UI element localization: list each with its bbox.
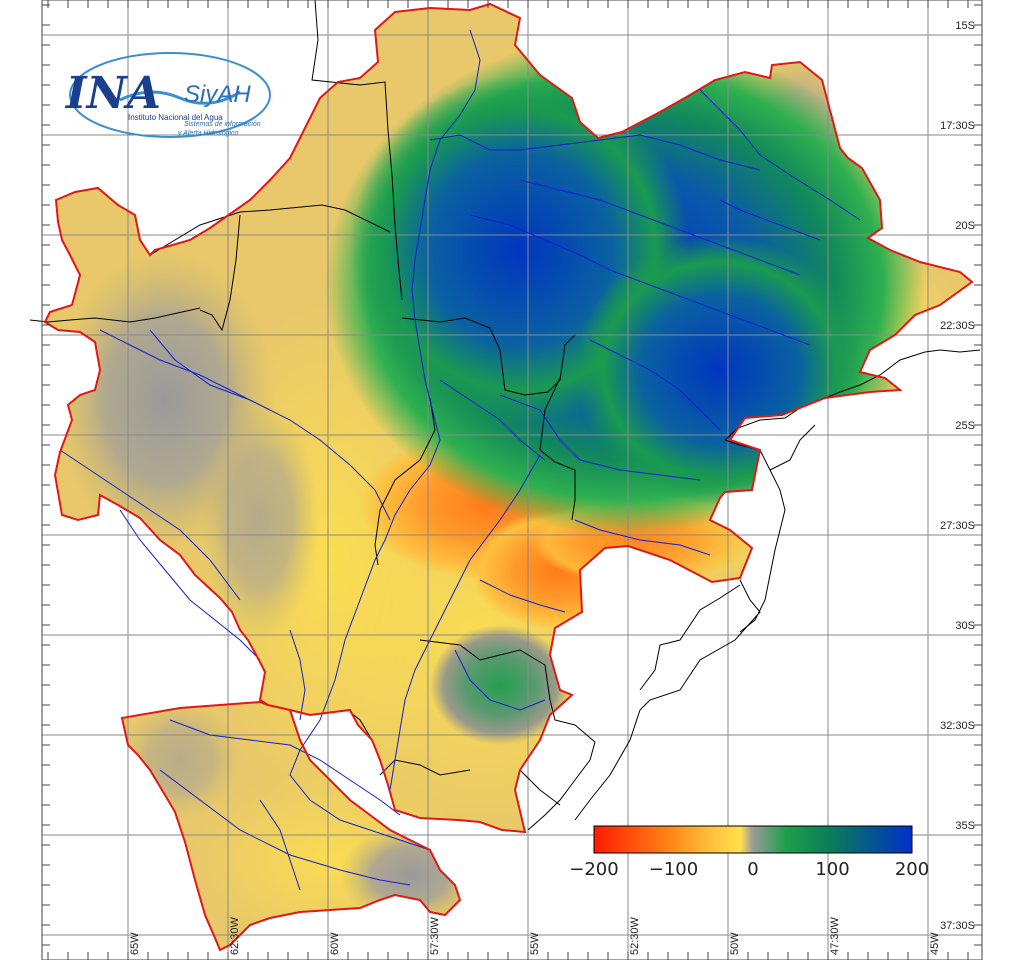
- lon-label: 47:30W: [829, 916, 841, 955]
- lat-label: 27:30S: [940, 520, 975, 532]
- colorbar-labels: −200 −100 0 100 200: [569, 859, 929, 880]
- lat-label: 35S: [955, 820, 975, 832]
- colorbar-tick-label: −200: [569, 859, 618, 880]
- lon-label: 65W: [129, 932, 141, 955]
- map-frame: [41, 0, 983, 960]
- colorbar: −200 −100 0 100 200: [569, 825, 929, 880]
- lat-label: 17:30S: [940, 120, 975, 132]
- lat-label: 20S: [955, 220, 975, 232]
- lat-label: 32:30S: [940, 720, 975, 732]
- logo-tagline-2: y Alerta Hidrológico: [177, 130, 239, 137]
- lon-label: 60W: [329, 932, 341, 955]
- lon-label: 52:30W: [629, 916, 641, 955]
- ina-siyah-logo: INA SiyAH Instituto Nacional del Agua Si…: [64, 52, 271, 138]
- colorbar-tick-label: 100: [815, 859, 849, 880]
- logo-tagline-1: Sistemas de información: [184, 121, 261, 128]
- logo-swoosh: [69, 52, 271, 138]
- lon-label: 57:30W: [429, 916, 441, 955]
- lat-label: 22:30S: [940, 320, 975, 332]
- colorbar-gradient: [593, 825, 913, 854]
- colorbar-tick-label: 0: [747, 859, 758, 880]
- logo-institute-text: Instituto Nacional del Agua: [128, 113, 223, 122]
- lat-label: 15S: [955, 20, 975, 32]
- colorbar-tick-label: −100: [649, 859, 698, 880]
- lat-label: 37:30S: [940, 920, 975, 932]
- logo-wave: [119, 90, 241, 105]
- logo-ina-text: INA: [64, 68, 161, 119]
- lat-label: 30S: [955, 620, 975, 632]
- colorbar-tick-label: 200: [895, 859, 929, 880]
- logo-siyah-text: SiyAH: [184, 81, 251, 108]
- lon-label: 45W: [929, 932, 941, 955]
- lon-label: 62:30W: [229, 916, 241, 955]
- political-borders: [29, 0, 761, 831]
- longitude-labels: 65W 62:30W 60W 57:30W 55W 52:30W 50W 47:30W 45W: [129, 916, 941, 955]
- lat-label: 25S: [955, 420, 975, 432]
- rivers: [59, 29, 861, 891]
- frame-ticks: [42, 0, 982, 960]
- lon-label: 55W: [529, 932, 541, 955]
- lon-label: 50W: [729, 932, 741, 955]
- latitude-labels: 15S 17:30S 20S 22:30S 25S 27:30S 30S 32:30S 35S 3…: [940, 20, 975, 932]
